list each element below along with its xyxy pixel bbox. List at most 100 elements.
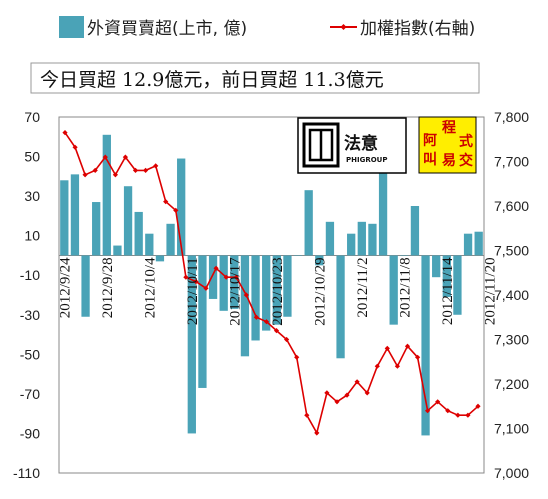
bar-37	[442, 255, 451, 297]
right-axis-tick-label: 7,800	[494, 109, 529, 125]
legend-bar-label: 外資買賣超(上市, 億)	[87, 19, 247, 39]
index-point-40	[455, 412, 461, 418]
bar-5	[102, 134, 111, 256]
bar-6	[113, 245, 122, 256]
right-axis-tick-label: 7,600	[494, 198, 529, 214]
right-axis-tick-label: 7,500	[494, 243, 529, 259]
ace-logo-char-1: 阿	[423, 133, 437, 149]
bar-24	[304, 190, 313, 256]
phigroup-logo-text: PHIGROUP	[346, 156, 388, 164]
x-axis-tick-label: 2012/11/8	[397, 257, 413, 317]
bar-32	[389, 255, 398, 325]
index-point-4	[92, 167, 98, 173]
bar-40	[474, 231, 483, 256]
index-point-18	[233, 274, 239, 280]
bar-13	[187, 255, 196, 434]
bar-8	[134, 211, 143, 256]
left-axis-tick-label: 10	[24, 228, 40, 244]
index-line	[64, 132, 479, 436]
index-point-13	[183, 274, 189, 280]
bar-33	[400, 255, 409, 256]
bar-7	[123, 186, 133, 256]
bar-34	[410, 206, 420, 256]
bar-2	[70, 174, 80, 256]
bar-25	[315, 255, 324, 266]
index-point-12	[173, 207, 179, 213]
index-point-36	[415, 354, 421, 360]
bar-16	[219, 255, 228, 311]
x-axis-tick-label: 2012/10/29	[312, 257, 328, 325]
bar-15	[208, 255, 218, 299]
bar-9	[145, 233, 154, 256]
index-point-29	[344, 392, 350, 398]
bar-31	[378, 168, 388, 256]
index-point-34	[394, 363, 400, 369]
index-point-9	[143, 167, 149, 173]
bar-23	[293, 255, 303, 256]
bar-3	[81, 255, 90, 317]
index-point-24	[294, 354, 300, 360]
ace-logo-char-6: 易	[442, 153, 456, 169]
right-axis-tick-label: 7,000	[494, 465, 529, 481]
right-axis-tick-label: 7,700	[494, 154, 529, 170]
index-point-38	[435, 399, 441, 405]
annotation-text: 今日買超 12.9億元，前日買超 11.3億元	[40, 69, 384, 91]
index-point-32	[374, 363, 380, 369]
index-point-31	[364, 390, 370, 396]
bar-17	[230, 255, 239, 309]
ace-logo-char-4: 式	[459, 133, 473, 150]
bar-14	[198, 255, 207, 388]
index-point-35	[404, 343, 411, 349]
index-point-41	[465, 412, 471, 418]
left-axis-tick-label: -30	[20, 307, 40, 323]
x-axis-tick-label: 2012/11/14	[440, 257, 456, 325]
bar-20	[262, 255, 271, 331]
bar-1	[60, 180, 69, 256]
x-axis-tick-label: 2012/10/17	[227, 257, 243, 326]
bar-21	[272, 255, 281, 325]
legend-line-marker	[340, 24, 347, 30]
right-axis-tick-label: 7,200	[494, 376, 529, 392]
bar-38	[453, 255, 462, 315]
bar-10	[155, 255, 165, 262]
left-axis-tick-label: -90	[20, 425, 40, 441]
index-point-11	[163, 199, 169, 205]
left-axis-tick-label: 50	[24, 149, 40, 165]
x-axis-tick-label: 2012/11/2	[355, 257, 371, 317]
index-point-19	[243, 292, 249, 298]
index-point-23	[284, 336, 290, 343]
bar-27	[336, 255, 345, 359]
bar-12	[177, 158, 186, 256]
index-point-33	[384, 345, 390, 351]
index-point-22	[273, 328, 280, 334]
index-point-8	[132, 167, 139, 173]
index-point-17	[223, 274, 229, 280]
bar-28	[347, 233, 356, 256]
index-point-28	[334, 399, 340, 405]
phigroup-logo: 法意 PHIGROUP	[297, 117, 407, 174]
left-axis-tick-label: -70	[20, 386, 40, 402]
right-axis-tick-label: 7,300	[494, 332, 529, 348]
index-point-39	[445, 408, 451, 414]
index-point-37	[425, 408, 431, 414]
ace-logo: 阿 叫 程 式 交 易	[418, 116, 477, 174]
left-axis-tick-label: -110	[13, 465, 40, 481]
x-axis-tick-label: 2012/10/4	[142, 257, 158, 318]
ace-logo-char-5: 交	[459, 152, 473, 169]
bar-29	[357, 221, 366, 256]
index-point-10	[153, 163, 159, 169]
index-point-26	[314, 430, 320, 436]
index-point-6	[112, 172, 118, 178]
x-axis-tick-label: 2012/10/23	[270, 257, 286, 325]
x-axis-tick-label: 2012/10/11	[185, 257, 201, 325]
ace-logo-char-3: 程	[442, 120, 456, 136]
index-point-16	[213, 265, 219, 271]
left-axis-tick-label: 70	[24, 109, 40, 125]
left-axis-tick-label: -10	[20, 267, 40, 283]
index-point-27	[324, 390, 330, 396]
index-point-2	[72, 144, 78, 150]
index-point-7	[122, 154, 128, 160]
right-axis-tick-label: 7,100	[494, 421, 529, 437]
bar-22	[283, 255, 292, 317]
